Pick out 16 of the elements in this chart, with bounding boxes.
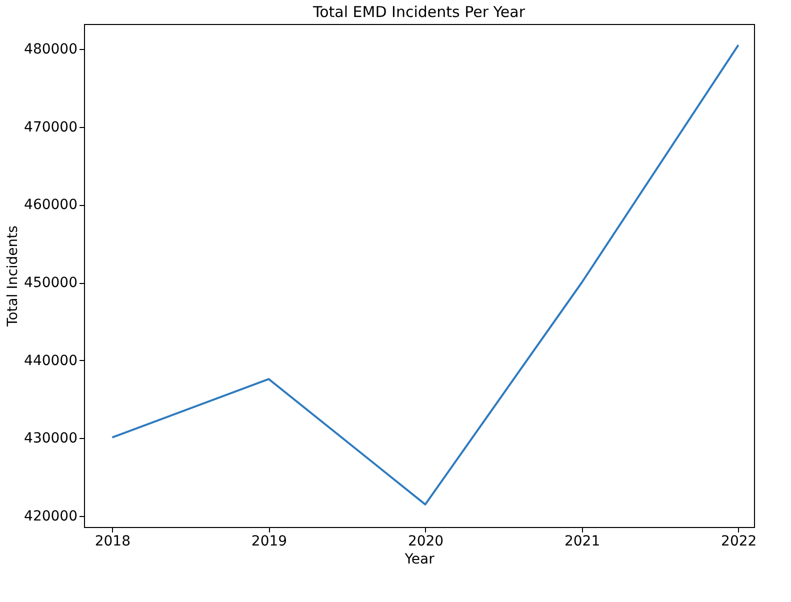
x-tick-label: 2022	[721, 534, 757, 550]
y-tick-label: 460000	[24, 197, 78, 214]
y-axis-title: Total Incidents	[5, 226, 22, 328]
y-tick-label: 470000	[24, 119, 78, 136]
y-tick-label: 440000	[24, 352, 78, 369]
line-series	[111, 44, 740, 506]
x-tick-label: 2020	[408, 534, 444, 550]
y-tick-label: 420000	[24, 508, 78, 525]
y-tick-label: 430000	[24, 430, 78, 447]
x-tick-label: 2021	[564, 534, 600, 550]
x-axis-title: Year	[404, 552, 435, 568]
x-tick-label: 2019	[251, 534, 288, 550]
chart-title: Total EMD Incidents Per Year	[312, 3, 526, 21]
y-tick-label: 480000	[24, 41, 78, 58]
y-tick-label: 450000	[24, 275, 78, 292]
x-tick-label: 2018	[94, 534, 130, 550]
